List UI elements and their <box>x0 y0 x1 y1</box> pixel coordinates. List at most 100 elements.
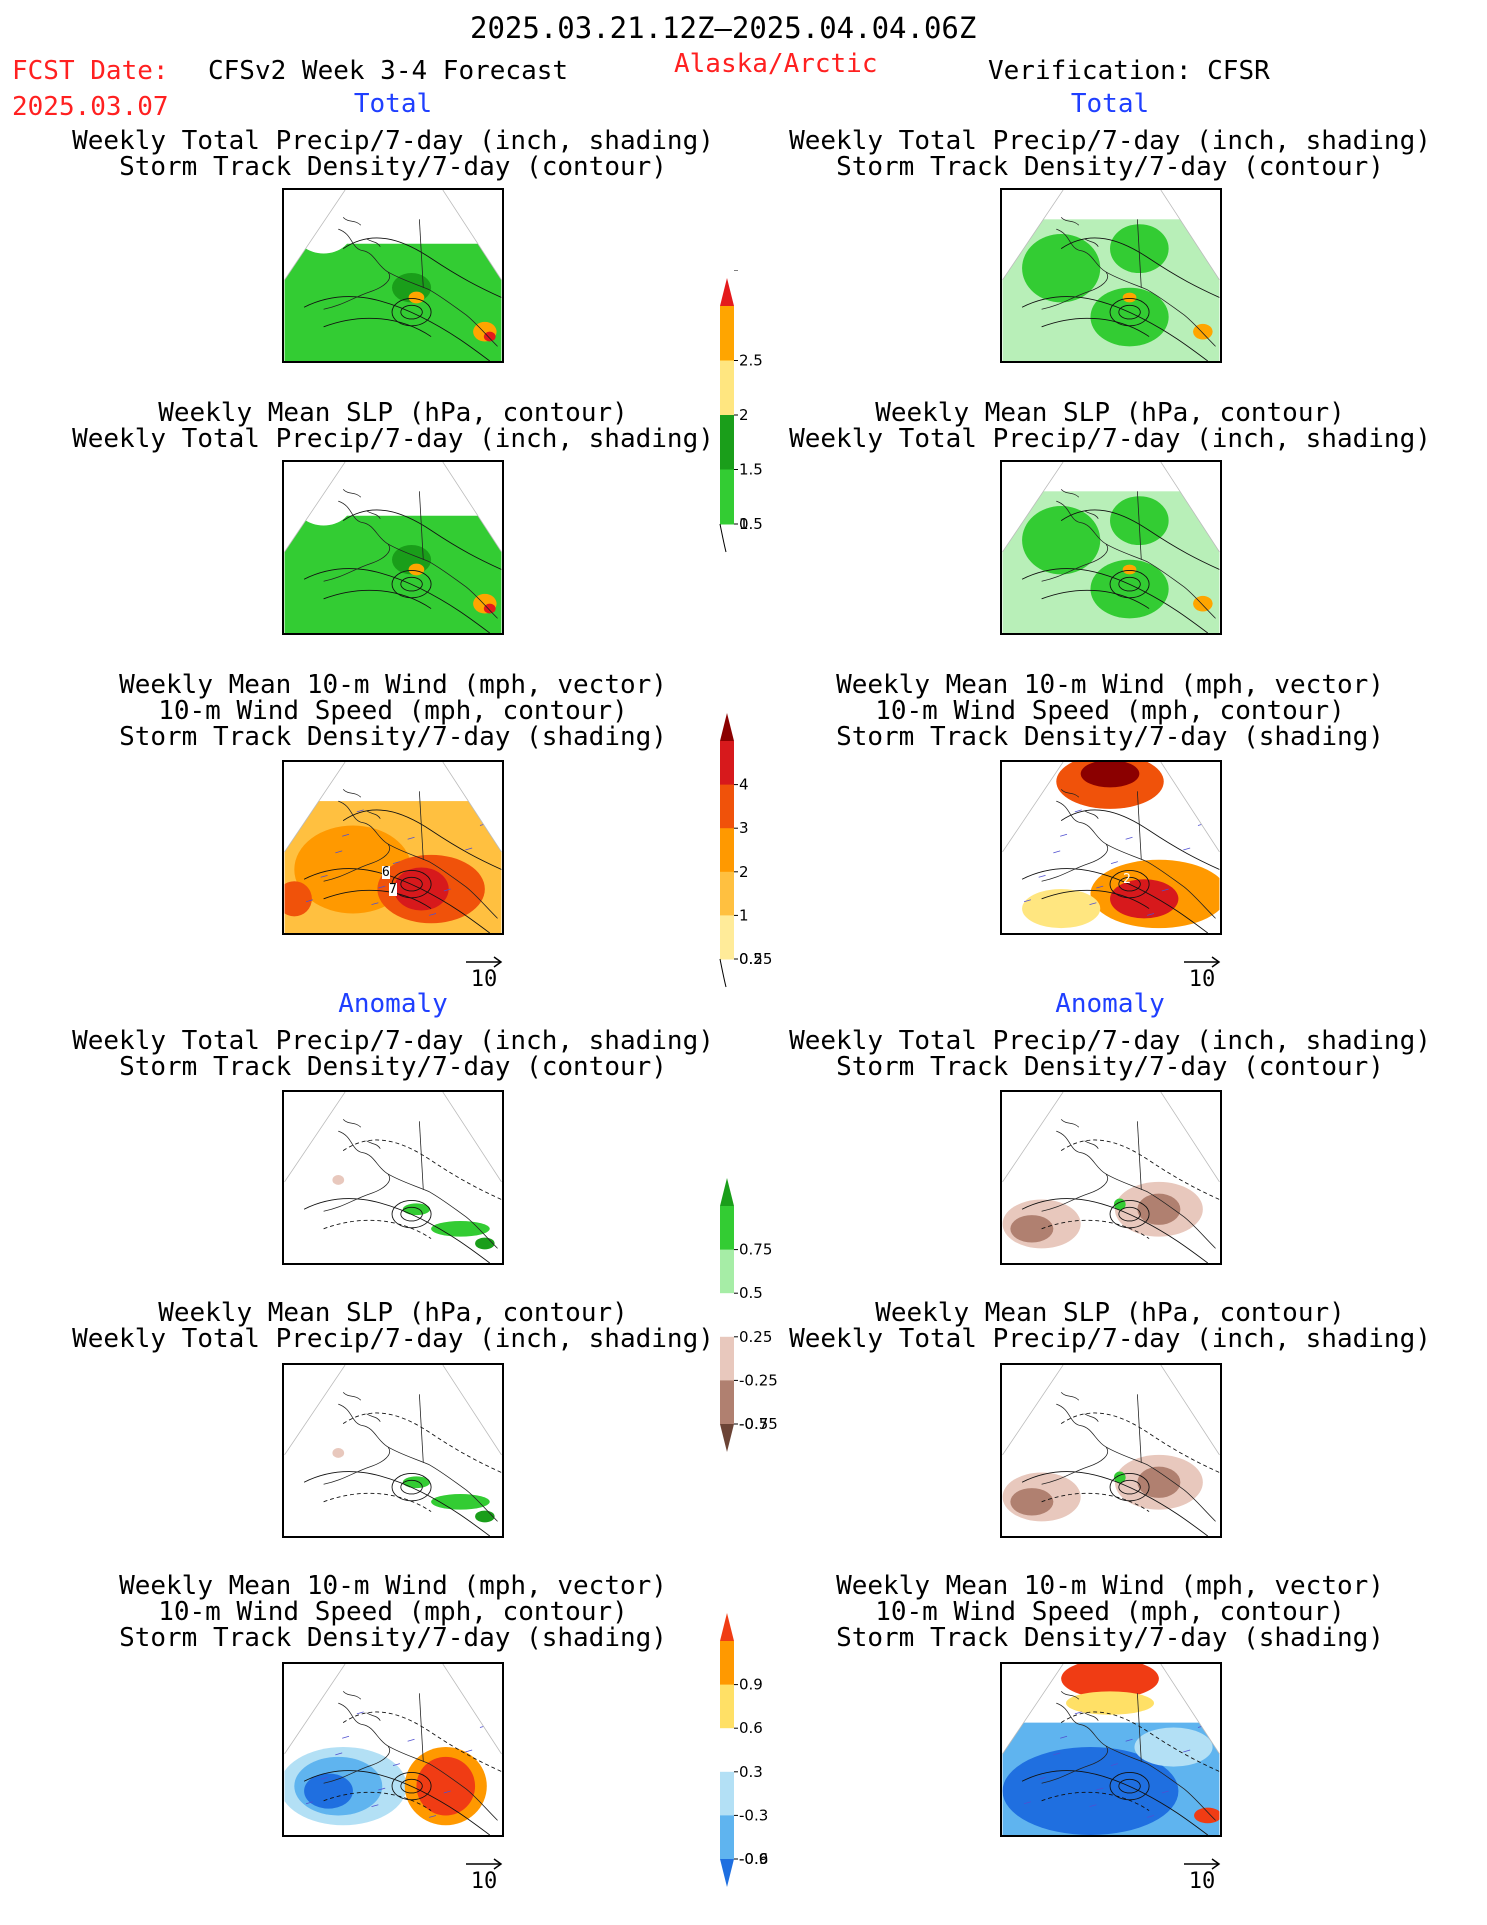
colorbar-tick-label: 0.5 <box>739 950 763 968</box>
map-label-6: 6 <box>382 865 390 880</box>
colorbar-storm-total: 4 3 2 1 0.50.25 <box>719 713 772 988</box>
colorbar-tick-label: -0.3 <box>739 1806 768 1824</box>
panel-title-left-4-0: Weekly Mean SLP (hPa, contour) <box>158 1298 628 1328</box>
panel-title-right-5-2: Storm Track Density/7-day (shading) <box>836 1623 1384 1653</box>
panel-title-left-5-1: 10-m Wind Speed (mph, contour) <box>158 1597 628 1627</box>
vector-arrow-icon <box>466 1858 503 1870</box>
panel-title-right-2-0: Weekly Mean 10-m Wind (mph, vector) <box>836 670 1384 700</box>
vector-arrow-icon <box>1184 956 1221 968</box>
map-right-anom-wind <box>1002 1664 1220 1835</box>
panel-title-right-2-1: 10-m Wind Speed (mph, contour) <box>875 696 1345 726</box>
panel-title-right-5-1: 10-m Wind Speed (mph, contour) <box>875 1597 1345 1627</box>
map-panel-left-anom-slp <box>282 1363 504 1538</box>
panel-title-right-2-2: Storm Track Density/7-day (shading) <box>836 722 1384 752</box>
map-right-anom-slp <box>1002 1365 1220 1536</box>
map-panel-right-total-slp <box>1000 460 1222 635</box>
panel-title-left-2-1: 10-m Wind Speed (mph, contour) <box>158 696 628 726</box>
vector-reference-left-total: 10 <box>464 955 504 995</box>
verification-title: Verification: CFSR <box>988 56 1270 86</box>
panel-title-right-1-1: Weekly Total Precip/7-day (inch, shading… <box>789 424 1431 454</box>
vector-arrow-icon <box>1184 1858 1221 1870</box>
map-panel-right-anom-wind <box>1000 1662 1222 1837</box>
vector-arrow-icon <box>466 956 503 968</box>
colorbar-precip-total: 2.5 2 1.5 10.5 0.25 <box>719 270 772 553</box>
colorbar-tick-label: -0.9 <box>739 1850 768 1868</box>
panel-title-right-0-0: Weekly Total Precip/7-day (inch, shading… <box>789 126 1431 156</box>
panel-title-left-3-1: Storm Track Density/7-day (contour) <box>119 1052 667 1082</box>
colorbar-tick-label: 2 <box>739 863 749 881</box>
vector-reference-right-anom: 10 <box>1182 1857 1222 1897</box>
map-label-2: 2 <box>1123 872 1131 887</box>
colorbar-precip-anom: 0.75 0.5 0.25 -0.25 -0.5-0.75 <box>720 1178 778 1452</box>
colorbar-tick-label: 0.5 <box>739 1284 763 1302</box>
colorbar-tick-label: 0.25 <box>739 270 772 274</box>
right-anomaly-label: Anomaly <box>1055 989 1165 1019</box>
colorbar-tick-label: 0.9 <box>739 1676 763 1694</box>
map-left-total-precip <box>284 190 502 361</box>
panel-title-right-4-0: Weekly Mean SLP (hPa, contour) <box>875 1298 1345 1328</box>
panel-title-right-3-1: Storm Track Density/7-day (contour) <box>836 1052 1384 1082</box>
vector-reference-label: 10 <box>1188 1869 1216 1894</box>
colorbar-tick-label: 2.5 <box>739 352 763 370</box>
vector-reference-label: 10 <box>470 967 498 992</box>
colorbar-tick-label: 1 <box>739 515 749 533</box>
colorbar-tick-label: -0.6 <box>739 1850 768 1868</box>
panel-title-left-2-2: Storm Track Density/7-day (shading) <box>119 722 667 752</box>
colorbar-tick-label: 3 <box>739 819 749 837</box>
panel-title-right-5-0: Weekly Mean 10-m Wind (mph, vector) <box>836 1571 1384 1601</box>
colorbar-tick-label: 1.5 <box>739 461 763 479</box>
panel-title-right-0-1: Storm Track Density/7-day (contour) <box>836 152 1384 182</box>
panel-title-left-3-0: Weekly Total Precip/7-day (inch, shading… <box>72 1026 714 1056</box>
colorbar-tick-label: 1 <box>739 906 749 924</box>
panel-title-left-0-1: Storm Track Density/7-day (contour) <box>119 152 667 182</box>
colorbar-storm-anom: 0.9 0.6 0.3 -0.3 -0.6-0.9 <box>720 1613 768 1887</box>
map-right-total-slp <box>1002 462 1220 633</box>
region-title: Alaska/Arctic <box>674 49 878 79</box>
map-left-anom-wind <box>284 1664 502 1835</box>
map-label-7: 7 <box>389 882 397 897</box>
model-title: CFSv2 Week 3-4 Forecast <box>208 56 569 86</box>
colorbar-tick-label: -0.5 <box>739 1415 768 1433</box>
fcst-date-label: FCST Date: <box>12 56 169 86</box>
panel-title-left-5-2: Storm Track Density/7-day (shading) <box>119 1623 667 1653</box>
colorbar-tick-label: 0.3 <box>739 1763 763 1781</box>
map-panel-left-total-wind <box>282 760 504 935</box>
map-panel-right-anom-slp <box>1000 1363 1222 1538</box>
panel-title-left-1-1: Weekly Total Precip/7-day (inch, shading… <box>72 424 714 454</box>
vector-reference-left-anom: 10 <box>464 1857 504 1897</box>
map-right-total-precip <box>1002 190 1220 361</box>
panel-title-left-1-0: Weekly Mean SLP (hPa, contour) <box>158 398 628 428</box>
map-left-anom-slp <box>284 1365 502 1536</box>
map-panel-right-total-precip <box>1000 188 1222 363</box>
vector-reference-label: 10 <box>1188 967 1216 992</box>
panel-title-left-5-0: Weekly Mean 10-m Wind (mph, vector) <box>119 1571 667 1601</box>
map-panel-left-anom-precip <box>282 1090 504 1265</box>
vector-reference-label: 10 <box>470 1869 498 1894</box>
fcst-date-value: 2025.03.07 <box>12 92 169 122</box>
vector-reference-right-total: 10 <box>1182 955 1222 995</box>
colorbar-tick-label: 0.25 <box>739 1328 772 1346</box>
map-right-anom-precip <box>1002 1092 1220 1263</box>
map-left-anom-precip <box>284 1092 502 1263</box>
map-panel-right-total-wind <box>1000 760 1222 935</box>
colorbar-tick-label: 0.25 <box>739 950 772 968</box>
colorbar-tick-label: 2 <box>739 406 749 424</box>
panel-title-right-3-0: Weekly Total Precip/7-day (inch, shading… <box>789 1026 1431 1056</box>
colorbar-tick-label: 4 <box>739 776 749 794</box>
map-panel-right-anom-precip <box>1000 1090 1222 1265</box>
panel-title-left-4-1: Weekly Total Precip/7-day (inch, shading… <box>72 1324 714 1354</box>
colorbar-tick-label: -0.75 <box>739 1415 778 1433</box>
right-total-label: Total <box>1070 89 1150 119</box>
map-left-total-wind <box>284 762 502 933</box>
map-panel-left-total-precip <box>282 188 504 363</box>
colorbar-tick-label: 0.6 <box>739 1719 763 1737</box>
colorbar-tick-label: 0.75 <box>739 1241 772 1259</box>
colorbar-tick-label: -0.25 <box>739 1371 778 1389</box>
map-panel-left-total-slp <box>282 460 504 635</box>
panel-title-left-2-0: Weekly Mean 10-m Wind (mph, vector) <box>119 670 667 700</box>
map-left-total-slp <box>284 462 502 633</box>
left-total-label: Total <box>353 89 433 119</box>
panel-title-right-1-0: Weekly Mean SLP (hPa, contour) <box>875 398 1345 428</box>
panel-title-left-0-0: Weekly Total Precip/7-day (inch, shading… <box>72 126 714 156</box>
panel-title-right-4-1: Weekly Total Precip/7-day (inch, shading… <box>789 1324 1431 1354</box>
